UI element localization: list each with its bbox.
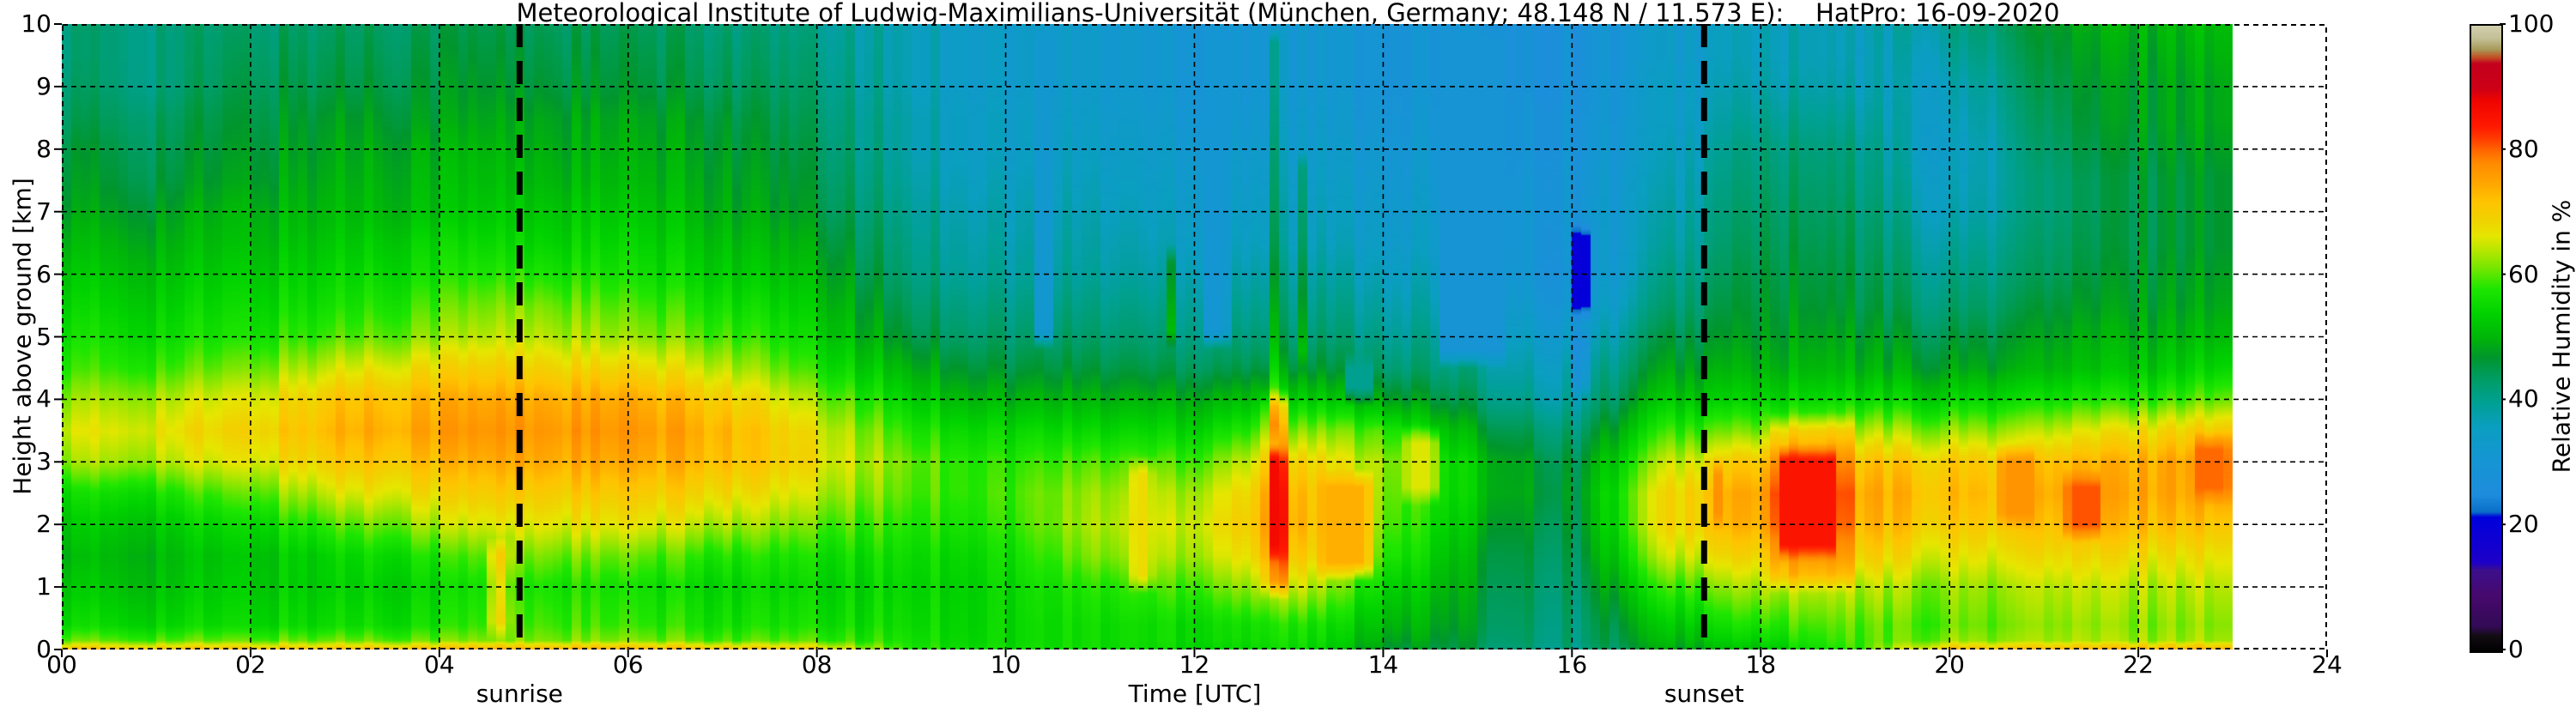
x-tick-label: 22	[2123, 650, 2154, 679]
y-tick-label: 8	[36, 134, 52, 163]
y-tick-label: 6	[36, 259, 52, 288]
x-tick-label: 16	[1556, 650, 1588, 679]
humidity-heatmap	[62, 24, 2327, 650]
x-tick-label: 14	[1367, 650, 1399, 679]
colorbar-tick-label: 0	[2508, 635, 2524, 663]
x-tick-label: 24	[2312, 650, 2343, 679]
y-tick-label: 9	[36, 71, 52, 100]
colorbar-tick-label: 40	[2508, 384, 2539, 414]
y-tick-label: 3	[36, 447, 52, 476]
page-title: Meteorological Institute of Ludwig-Maxim…	[516, 0, 2060, 27]
x-tick-label: 10	[990, 650, 1021, 679]
colorbar-tick-label: 60	[2508, 259, 2539, 288]
x-tick-label: 18	[1745, 650, 1777, 679]
x-tick-label: 06	[612, 650, 644, 679]
y-tick-label: 4	[36, 384, 52, 414]
sunrise-label: sunrise	[476, 680, 563, 707]
y-tick-label: 5	[36, 322, 52, 351]
x-tick-label: 12	[1179, 650, 1210, 679]
x-axis-label: Time [UTC]	[1128, 680, 1262, 707]
colorbar-label: Relative Humidity in %	[2547, 199, 2576, 474]
y-tick-label: 2	[36, 510, 52, 539]
y-tick-label: 10	[21, 9, 52, 38]
y-axis-label: Height above ground [km]	[8, 178, 37, 495]
x-tick-label: 00	[46, 650, 77, 679]
colorbar-gradient	[2470, 24, 2503, 653]
colorbar-tick-label: 20	[2508, 510, 2539, 539]
colorbar	[2470, 24, 2503, 653]
y-tick-label: 7	[36, 196, 52, 226]
sunset-label: sunset	[1664, 680, 1744, 707]
colorbar-tick-label: 80	[2508, 134, 2539, 163]
y-tick-label: 1	[36, 572, 52, 601]
colorbar-tick-label: 100	[2508, 9, 2555, 38]
x-tick-label: 04	[424, 650, 455, 679]
y-tick-label: 0	[36, 635, 52, 663]
plot-area	[62, 24, 2327, 650]
x-tick-label: 08	[801, 650, 833, 679]
x-tick-label: 02	[235, 650, 266, 679]
x-tick-label: 20	[1934, 650, 1965, 679]
